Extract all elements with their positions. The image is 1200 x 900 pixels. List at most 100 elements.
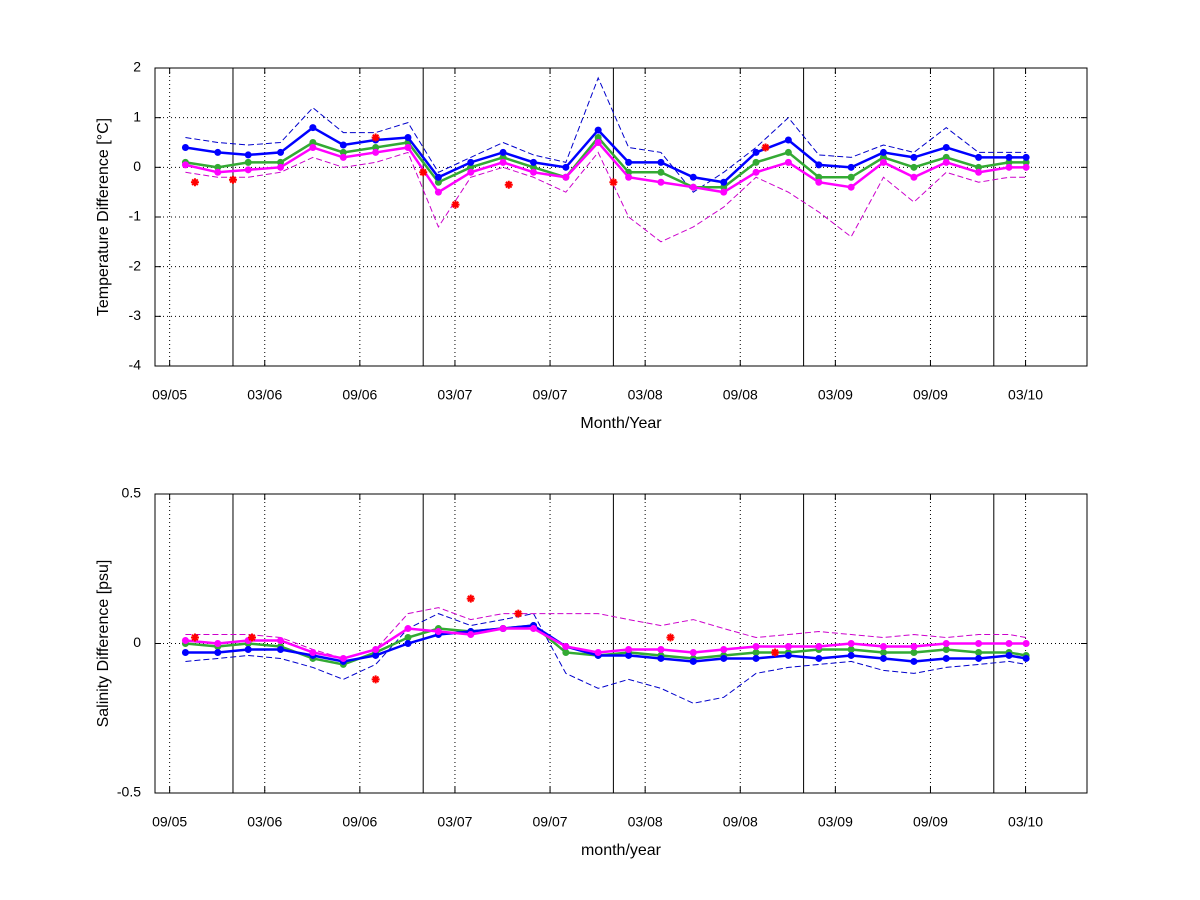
marker bbox=[1022, 153, 1030, 161]
x-tick-label: 09/09 bbox=[913, 814, 948, 830]
marker bbox=[752, 158, 760, 166]
x-tick-label: 09/07 bbox=[533, 387, 568, 403]
marker bbox=[815, 178, 823, 186]
x-tick-label: 03/07 bbox=[437, 814, 472, 830]
marker bbox=[181, 143, 189, 151]
marker bbox=[910, 642, 918, 650]
axes-box bbox=[154, 493, 1088, 794]
marker bbox=[277, 158, 285, 166]
x-tick-label: 03/10 bbox=[1008, 387, 1043, 403]
marker bbox=[942, 654, 950, 662]
marker bbox=[530, 158, 538, 166]
x-tick-label: 09/05 bbox=[152, 387, 187, 403]
marker bbox=[594, 134, 602, 142]
marker bbox=[752, 648, 760, 656]
marker bbox=[214, 168, 222, 176]
marker bbox=[244, 151, 252, 159]
marker bbox=[244, 645, 252, 653]
dashed-line bbox=[185, 76, 1027, 193]
marker bbox=[752, 654, 760, 662]
x-tick-label: 03/08 bbox=[628, 387, 663, 403]
marker bbox=[784, 642, 792, 650]
marker bbox=[815, 161, 823, 169]
marker bbox=[752, 148, 760, 156]
marker bbox=[910, 163, 918, 171]
marker bbox=[214, 148, 222, 156]
y-tick-label: 1 bbox=[133, 108, 141, 124]
marker bbox=[784, 136, 792, 144]
x-tick-label: 09/06 bbox=[342, 814, 377, 830]
marker bbox=[339, 141, 347, 149]
x-tick-label: 09/07 bbox=[533, 814, 568, 830]
marker bbox=[372, 143, 380, 151]
marker bbox=[434, 628, 442, 636]
star-point bbox=[609, 178, 618, 187]
marker bbox=[879, 153, 887, 161]
series-line bbox=[185, 135, 1027, 189]
marker bbox=[594, 648, 602, 656]
marker bbox=[244, 166, 252, 174]
axes: -0.5 0 0.5 09/05 03/06 09/06 03/07 09/07 03/08 09… bbox=[95, 485, 1088, 859]
marker bbox=[752, 642, 760, 650]
star-point bbox=[371, 133, 380, 142]
series-line bbox=[185, 624, 1027, 666]
x-tick-label: 09/08 bbox=[723, 387, 758, 403]
marker bbox=[372, 148, 380, 156]
marker bbox=[434, 178, 442, 186]
marker bbox=[594, 126, 602, 134]
marker bbox=[1005, 158, 1013, 166]
marker bbox=[975, 640, 983, 647]
star-point bbox=[371, 675, 380, 684]
marker bbox=[910, 657, 918, 665]
marker bbox=[657, 654, 665, 662]
marker bbox=[1022, 158, 1030, 166]
axes: -4 -3 -2 -1 0 1 2 09/05 03/06 09/06 03/07 09/07 03/0… bbox=[95, 59, 1088, 432]
marker bbox=[530, 163, 538, 171]
marker bbox=[530, 168, 538, 176]
marker bbox=[277, 148, 285, 156]
marker bbox=[214, 648, 222, 656]
marker bbox=[1022, 654, 1030, 662]
marker bbox=[1005, 153, 1013, 161]
x-tick-label: 09/06 bbox=[342, 387, 377, 403]
dashed-line bbox=[185, 607, 1027, 659]
y-tick-label: 0 bbox=[133, 158, 141, 174]
x-tick-label: 03/07 bbox=[437, 387, 472, 403]
star-point bbox=[451, 200, 460, 209]
marker bbox=[879, 642, 887, 650]
x-tick-label: 03/09 bbox=[818, 387, 853, 403]
marker bbox=[467, 168, 475, 176]
marker bbox=[499, 625, 507, 633]
marker bbox=[879, 158, 887, 166]
series-line bbox=[185, 140, 1027, 194]
marker bbox=[594, 139, 602, 146]
marker bbox=[625, 158, 633, 166]
y-tick-label: -2 bbox=[129, 257, 142, 273]
marker bbox=[910, 153, 918, 161]
x-tick-label: 03/06 bbox=[247, 387, 282, 403]
x-tick-label: 09/05 bbox=[152, 814, 187, 830]
marker bbox=[657, 158, 665, 166]
marker bbox=[277, 163, 285, 171]
marker bbox=[975, 168, 983, 176]
marker bbox=[910, 648, 918, 656]
marker bbox=[847, 645, 855, 653]
marker bbox=[499, 148, 507, 156]
marker bbox=[847, 163, 855, 171]
marker bbox=[562, 173, 570, 181]
marker bbox=[372, 645, 380, 653]
marker bbox=[879, 148, 887, 156]
marker bbox=[499, 153, 507, 161]
marker bbox=[879, 654, 887, 662]
y-tick-label: 0 bbox=[133, 634, 141, 650]
marker bbox=[784, 651, 792, 659]
marker bbox=[339, 153, 347, 161]
star-point bbox=[419, 168, 428, 177]
marker bbox=[910, 173, 918, 181]
marker bbox=[309, 143, 317, 151]
marker bbox=[467, 158, 475, 166]
marker bbox=[1022, 163, 1030, 171]
marker bbox=[784, 158, 792, 166]
y-tick-label: -4 bbox=[129, 357, 142, 373]
